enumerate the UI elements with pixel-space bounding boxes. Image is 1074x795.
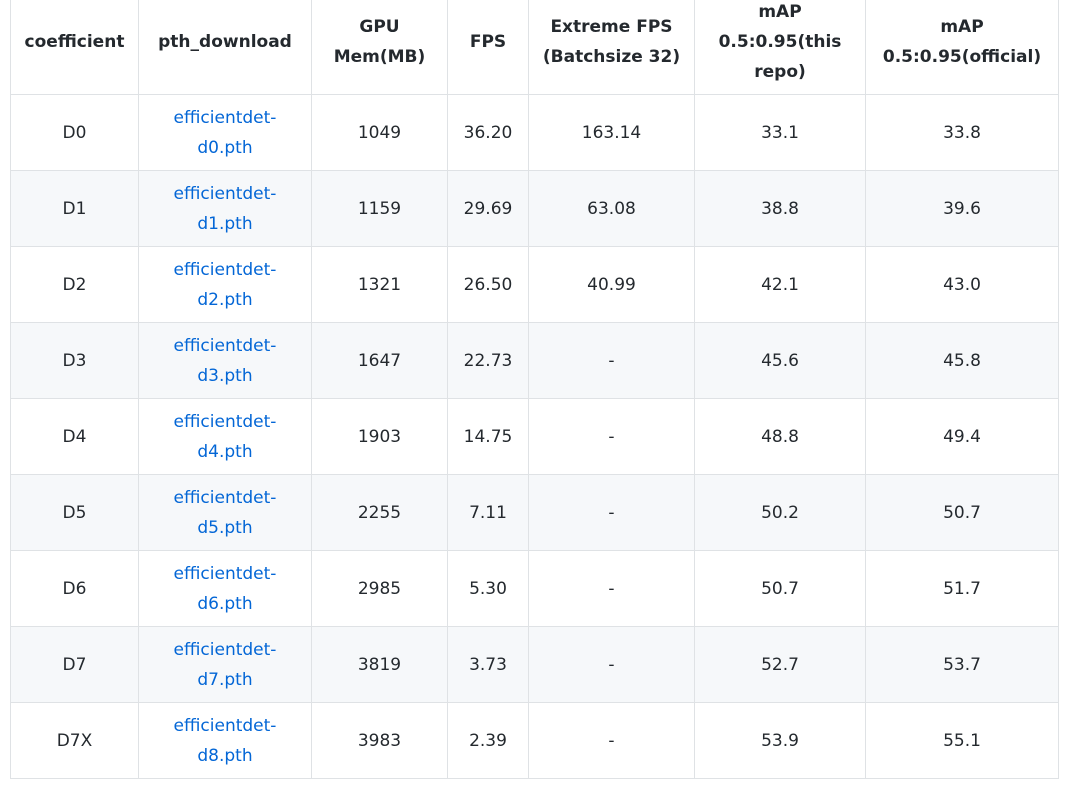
coefficient-cell: D3	[10, 322, 139, 399]
extreme-fps-cell: -	[528, 398, 695, 475]
map-official-cell: 53.7	[865, 626, 1059, 703]
download-cell: efficientdet-d3.pth	[138, 322, 312, 399]
coefficient-cell: D1	[10, 170, 139, 247]
fps-cell: 26.50	[447, 246, 529, 323]
download-link[interactable]: efficientdet-d4.pth	[173, 411, 277, 462]
coefficient-cell: D0	[10, 94, 139, 171]
gpu-mem-cell: 1321	[311, 246, 448, 323]
coefficient-cell: D4	[10, 398, 139, 475]
map-this-repo-cell: 50.7	[694, 550, 866, 627]
header-map-official: mAP 0.5:0.95(official)	[865, 0, 1059, 95]
table-row: D4 efficientdet-d4.pth 1903 14.75-48.8 49.4	[10, 398, 1059, 475]
extreme-fps-cell: 40.99	[528, 246, 695, 323]
table-row: D0 efficientdet-d0.pth 1049 36.20 163.14 33.1…	[10, 94, 1059, 171]
fps-cell: 3.73	[447, 626, 529, 703]
table-row: D2 efficientdet-d2.pth 1321 26.50 40.99 42.1 4…	[10, 246, 1059, 323]
map-this-repo-cell: 53.9	[694, 702, 866, 779]
map-official-cell: 55.1	[865, 702, 1059, 779]
gpu-mem-cell: 1903	[311, 398, 448, 475]
download-link[interactable]: efficientdet-d3.pth	[173, 335, 277, 386]
map-official-cell: 51.7	[865, 550, 1059, 627]
map-official-cell: 33.8	[865, 94, 1059, 171]
header-map-this-repo: mAP 0.5:0.95(this repo)	[694, 0, 866, 95]
fps-cell: 2.39	[447, 702, 529, 779]
download-cell: efficientdet-d5.pth	[138, 474, 312, 551]
coefficient-cell: D7X	[10, 702, 139, 779]
table-row: D1 efficientdet-d1.pth 1159 29.69 63.08 38.8 3…	[10, 170, 1059, 247]
download-link[interactable]: efficientdet-d1.pth	[173, 183, 277, 234]
download-link[interactable]: efficientdet-d5.pth	[173, 487, 277, 538]
download-cell: efficientdet-d1.pth	[138, 170, 312, 247]
fps-cell: 14.75	[447, 398, 529, 475]
table-body: D0 efficientdet-d0.pth 1049 36.20 163.14 33.1…	[10, 94, 1059, 779]
gpu-mem-cell: 3983	[311, 702, 448, 779]
fps-cell: 22.73	[447, 322, 529, 399]
map-official-cell: 39.6	[865, 170, 1059, 247]
table-row: D6 efficientdet-d6.pth 2985 5.30-50.7 51.7	[10, 550, 1059, 627]
map-official-cell: 49.4	[865, 398, 1059, 475]
extreme-fps-cell: -	[528, 550, 695, 627]
map-this-repo-cell: 48.8	[694, 398, 866, 475]
table-row: D7X efficientdet-d8.pth 3983 2.39-53.9 55.1	[10, 702, 1059, 779]
download-cell: efficientdet-d0.pth	[138, 94, 312, 171]
gpu-mem-cell: 3819	[311, 626, 448, 703]
download-cell: efficientdet-d7.pth	[138, 626, 312, 703]
extreme-fps-cell: -	[528, 474, 695, 551]
coefficient-cell: D6	[10, 550, 139, 627]
fps-cell: 5.30	[447, 550, 529, 627]
gpu-mem-cell: 2985	[311, 550, 448, 627]
map-this-repo-cell: 38.8	[694, 170, 866, 247]
download-cell: efficientdet-d2.pth	[138, 246, 312, 323]
download-cell: efficientdet-d4.pth	[138, 398, 312, 475]
extreme-fps-cell: -	[528, 626, 695, 703]
map-this-repo-cell: 45.6	[694, 322, 866, 399]
header-extreme-fps: Extreme FPS (Batchsize 32)	[528, 0, 695, 95]
download-link[interactable]: efficientdet-d8.pth	[173, 715, 277, 766]
map-official-cell: 43.0	[865, 246, 1059, 323]
fps-cell: 29.69	[447, 170, 529, 247]
gpu-mem-cell: 1647	[311, 322, 448, 399]
coefficient-cell: D5	[10, 474, 139, 551]
benchmark-table: coefficient pth_download GPU Mem(MB) FPS…	[10, 0, 1059, 779]
table-header: coefficient pth_download GPU Mem(MB) FPS…	[10, 0, 1059, 95]
download-cell: efficientdet-d6.pth	[138, 550, 312, 627]
download-link[interactable]: efficientdet-d2.pth	[173, 259, 277, 310]
map-this-repo-cell: 52.7	[694, 626, 866, 703]
header-fps: FPS	[447, 0, 529, 95]
coefficient-cell: D7	[10, 626, 139, 703]
extreme-fps-cell: -	[528, 322, 695, 399]
download-link[interactable]: efficientdet-d7.pth	[173, 639, 277, 690]
map-official-cell: 50.7	[865, 474, 1059, 551]
map-official-cell: 45.8	[865, 322, 1059, 399]
table-row: D3 efficientdet-d3.pth 1647 22.73-45.6 45.8	[10, 322, 1059, 399]
gpu-mem-cell: 1159	[311, 170, 448, 247]
header-pth-download: pth_download	[138, 0, 312, 95]
map-this-repo-cell: 33.1	[694, 94, 866, 171]
table-row: D7 efficientdet-d7.pth 3819 3.73-52.7 53.7	[10, 626, 1059, 703]
download-link[interactable]: efficientdet-d0.pth	[173, 107, 277, 158]
fps-cell: 36.20	[447, 94, 529, 171]
download-link[interactable]: efficientdet-d6.pth	[173, 563, 277, 614]
extreme-fps-cell: 163.14	[528, 94, 695, 171]
map-this-repo-cell: 42.1	[694, 246, 866, 323]
header-coefficient: coefficient	[10, 0, 139, 95]
header-gpu-mem: GPU Mem(MB)	[311, 0, 448, 95]
extreme-fps-cell: -	[528, 702, 695, 779]
extreme-fps-cell: 63.08	[528, 170, 695, 247]
gpu-mem-cell: 1049	[311, 94, 448, 171]
table-row: D5 efficientdet-d5.pth 2255 7.11-50.2 50.7	[10, 474, 1059, 551]
fps-cell: 7.11	[447, 474, 529, 551]
header-row: coefficient pth_download GPU Mem(MB) FPS…	[10, 0, 1059, 95]
gpu-mem-cell: 2255	[311, 474, 448, 551]
download-cell: efficientdet-d8.pth	[138, 702, 312, 779]
map-this-repo-cell: 50.2	[694, 474, 866, 551]
coefficient-cell: D2	[10, 246, 139, 323]
